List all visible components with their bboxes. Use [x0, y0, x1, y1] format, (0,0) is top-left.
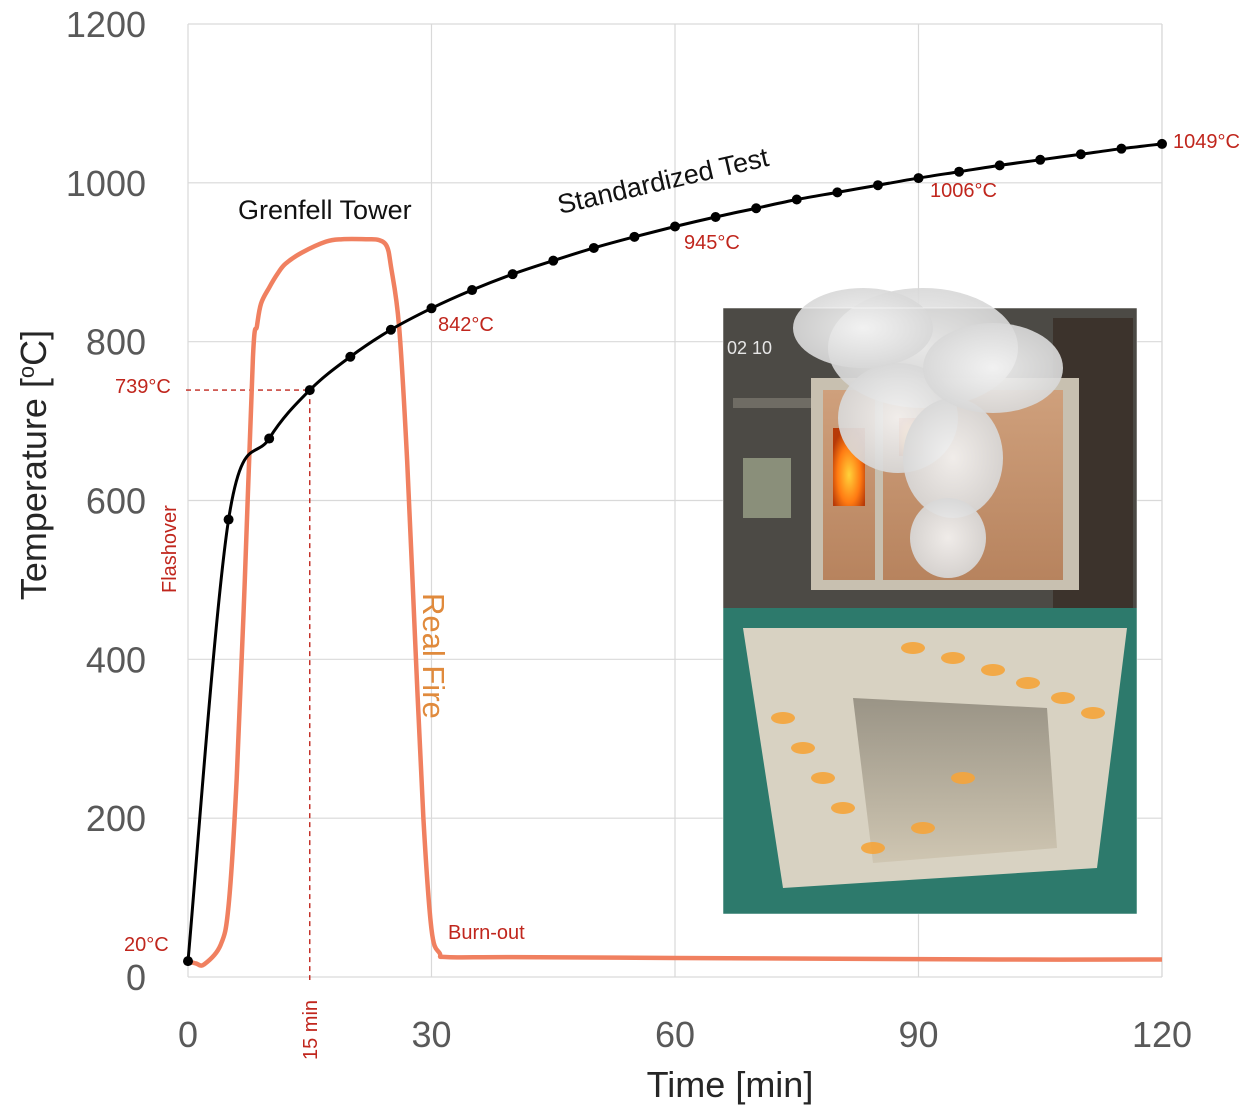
photo-burner-flame	[1081, 707, 1105, 719]
data-point	[954, 166, 965, 177]
data-point	[264, 433, 275, 444]
label-grenfell-tower: Grenfell Tower	[238, 195, 412, 225]
photo-burner-flame	[1016, 677, 1040, 689]
marker-layer	[183, 138, 1167, 967]
label-standardized-test: Standardized Test	[555, 142, 772, 220]
data-point	[548, 255, 559, 266]
data-point	[670, 221, 680, 232]
label-15-min: 15 min	[300, 1000, 322, 1060]
photo-panel-box	[743, 458, 791, 518]
label-739: 739°C	[115, 376, 171, 398]
data-point	[913, 173, 924, 184]
y-tick-label: 400	[86, 639, 146, 680]
data-point	[385, 324, 396, 335]
data-point	[183, 956, 193, 967]
y-tick-label: 200	[86, 798, 146, 839]
y-tick-label: 600	[86, 481, 146, 522]
data-point	[223, 514, 234, 525]
label-flashover: Flashover	[159, 505, 181, 593]
photo-burner-flame	[811, 772, 835, 784]
data-point	[345, 351, 356, 362]
data-point	[467, 285, 478, 296]
x-tick-label: 120	[1132, 1014, 1192, 1055]
y-tick-label: 800	[86, 322, 146, 363]
data-point	[872, 180, 883, 191]
tick-labels: 0 200 400 600 800 1000 1200 0 30 60 90 120	[66, 4, 1192, 1055]
y-tick-label: 1000	[66, 163, 146, 204]
photo-burner-flame	[771, 712, 795, 724]
label-20: 20°C	[124, 934, 169, 956]
label-945: 945°C	[684, 232, 740, 254]
data-point	[710, 211, 721, 222]
x-tick-label: 0	[178, 1014, 198, 1055]
photo-pipe	[733, 398, 813, 408]
x-tick-label: 60	[655, 1014, 695, 1055]
photo-burner-flame	[901, 642, 925, 654]
photo-burner-flame	[911, 822, 935, 834]
real-fire-line	[187, 236, 1163, 968]
photo-burner-flame	[1051, 692, 1075, 704]
data-point	[791, 194, 802, 205]
photo-burner-flame	[861, 842, 885, 854]
photo-burner-flame	[951, 772, 975, 784]
data-point	[304, 385, 315, 396]
data-point	[751, 203, 762, 214]
label-842: 842°C	[438, 314, 494, 336]
data-point	[994, 160, 1005, 171]
photo-smoke	[903, 398, 1003, 518]
label-burnout: Burn-out	[448, 922, 525, 944]
data-point	[588, 242, 599, 253]
photo-burner-flame	[831, 802, 855, 814]
x-tick-label: 30	[411, 1014, 451, 1055]
data-point	[832, 187, 843, 198]
label-1006: 1006°C	[930, 180, 997, 202]
photo-smoke	[793, 288, 933, 368]
photo-burner-flame	[791, 742, 815, 754]
data-point	[1116, 143, 1127, 154]
data-point	[507, 269, 518, 280]
x-axis-title: Time [min]	[647, 1064, 814, 1105]
photo-border	[722, 307, 1138, 915]
photo-timestamp: 02 10	[727, 338, 772, 358]
photo-burner-flame	[981, 664, 1005, 676]
data-point	[1157, 138, 1167, 149]
data-point	[1075, 149, 1086, 160]
label-real-fire: Real Fire	[416, 593, 451, 719]
photo-burner-flame	[941, 652, 965, 664]
data-point	[426, 303, 437, 314]
guide-lines	[186, 389, 311, 980]
inset-photo: 02 10	[722, 288, 1138, 915]
y-axis-title: Temperature [oC]	[13, 330, 54, 600]
x-tick-label: 90	[898, 1014, 938, 1055]
y-tick-label: 1200	[66, 4, 146, 45]
photo-smoke	[910, 498, 986, 578]
data-point	[1035, 154, 1046, 165]
data-point	[629, 231, 640, 242]
y-tick-label: 0	[126, 957, 146, 998]
label-1049: 1049°C	[1173, 131, 1240, 153]
photo-smoke	[923, 323, 1063, 413]
